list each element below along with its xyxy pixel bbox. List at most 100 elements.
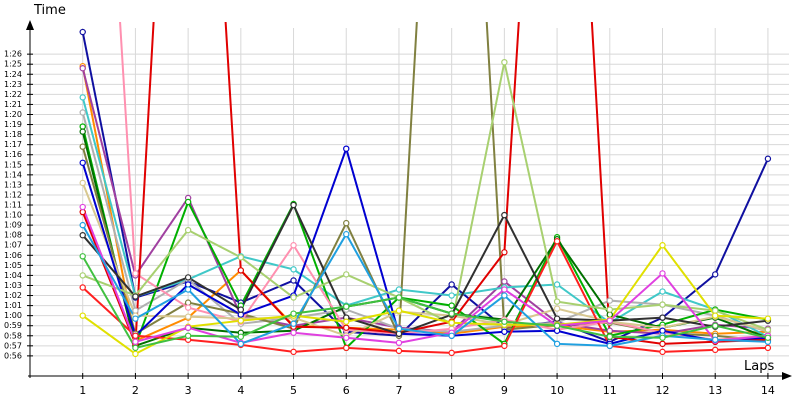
point: [606, 297, 613, 304]
x-tick-label: 9: [501, 384, 508, 397]
point: [448, 319, 455, 326]
x-tick-label: 1: [79, 384, 86, 397]
point: [659, 348, 666, 356]
series-line: [81, 112, 769, 333]
point: [606, 333, 613, 340]
point: [764, 155, 772, 162]
x-tick-label: 2: [132, 384, 139, 397]
point: [79, 128, 86, 135]
y-tick-label: 1:23: [4, 80, 22, 89]
point: [448, 281, 455, 288]
series-line: [81, 22, 768, 345]
point: [395, 286, 403, 293]
point: [501, 342, 508, 350]
y-tick-label: 1:09: [4, 221, 22, 230]
ticks: 0:560:570:580:591:001:011:021:031:041:05…: [4, 50, 775, 397]
point: [79, 179, 86, 187]
point: [764, 334, 772, 341]
point: [290, 348, 297, 356]
x-axis-label: Laps: [744, 359, 774, 374]
point: [184, 226, 192, 234]
point: [553, 340, 561, 348]
point: [553, 327, 561, 334]
point: [79, 312, 86, 319]
point: [501, 318, 508, 325]
point: [343, 230, 350, 238]
y-tick-label: 1:15: [4, 160, 22, 169]
point: [395, 294, 403, 301]
point: [184, 281, 192, 288]
point: [79, 159, 86, 166]
y-tick-label: 1:02: [4, 291, 22, 300]
y-tick-label: 1:21: [4, 100, 22, 109]
point: [79, 65, 86, 72]
y-axis-arrow: [26, 20, 34, 30]
x-tick-label: 10: [550, 384, 564, 397]
series-line: [81, 255, 769, 349]
point: [659, 301, 666, 308]
y-tick-label: 0:56: [4, 351, 22, 360]
x-tick-label: 11: [603, 384, 617, 397]
point: [501, 278, 508, 285]
point: [237, 333, 245, 340]
point: [79, 231, 86, 239]
point: [237, 340, 245, 348]
point: [764, 315, 772, 322]
point: [184, 198, 192, 206]
point: [79, 208, 86, 216]
point: [184, 332, 192, 339]
point: [184, 286, 192, 293]
x-tick-label: 8: [448, 384, 455, 397]
point: [79, 203, 86, 211]
point: [606, 317, 613, 324]
y-tick-label: 1:04: [4, 271, 22, 280]
y-tick-label: 1:03: [4, 281, 22, 290]
y-tick-label: 1:00: [4, 311, 22, 320]
x-tick-label: 12: [656, 384, 670, 397]
point: [501, 286, 508, 293]
y-tick-label: 1:05: [4, 261, 22, 270]
point: [343, 334, 350, 341]
point: [132, 344, 139, 352]
point: [79, 94, 86, 101]
point: [712, 271, 719, 278]
x-tick-label: 5: [290, 384, 297, 397]
series-line: [81, 182, 769, 337]
point: [290, 266, 297, 273]
y-tick-label: 1:16: [4, 150, 22, 159]
point: [606, 311, 613, 318]
y-tick-label: 1:17: [4, 140, 22, 149]
point: [132, 315, 139, 322]
point: [659, 314, 666, 321]
point: [132, 293, 139, 300]
point: [237, 311, 245, 318]
point: [395, 339, 403, 347]
y-tick-label: 1:01: [4, 301, 22, 310]
point: [132, 270, 139, 277]
point: [184, 324, 192, 331]
point: [132, 350, 139, 358]
point: [290, 294, 297, 301]
point: [343, 145, 350, 152]
y-tick-label: 0:58: [4, 331, 22, 340]
x-tick-label: 6: [343, 384, 350, 397]
point: [132, 307, 139, 314]
point: [343, 344, 350, 352]
y-tick-label: 0:57: [4, 341, 22, 350]
point: [395, 330, 403, 337]
y-tick-label: 1:22: [4, 90, 22, 99]
y-tick-label: 1:07: [4, 241, 22, 250]
point: [501, 292, 508, 299]
point: [395, 325, 403, 332]
point: [343, 324, 350, 331]
point: [501, 328, 508, 335]
series-line: [81, 97, 769, 338]
point: [448, 349, 455, 357]
point: [290, 310, 297, 317]
point: [659, 340, 666, 348]
y-tick-label: 1:19: [4, 120, 22, 129]
y-tick-label: 1:14: [4, 170, 22, 179]
point: [606, 342, 613, 350]
series-line: [82, 243, 768, 356]
point: [553, 281, 561, 288]
